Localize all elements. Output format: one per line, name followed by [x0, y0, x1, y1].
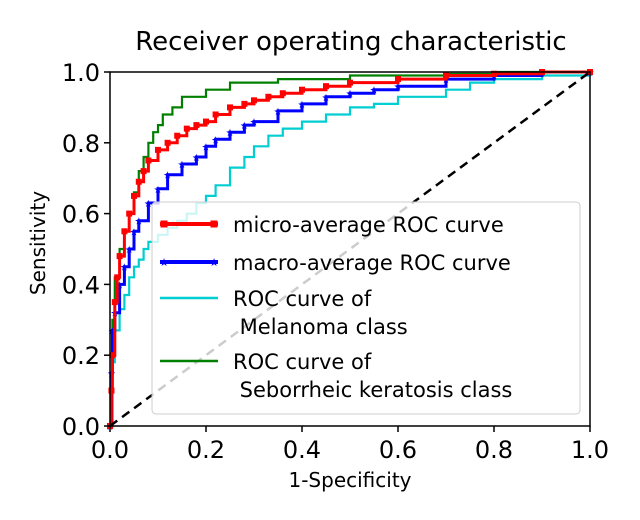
data-point: ★	[240, 121, 249, 132]
y-axis: 0.0 0.2 0.4 0.6 0.8 1.0	[62, 59, 110, 441]
series-line-macro-average-roc-curve	[109, 70, 590, 428]
data-point: ★	[322, 93, 331, 104]
legend: micro-average ROC curve ★ ★ macro-average R…	[151, 201, 581, 415]
data-point	[299, 86, 305, 93]
y-tick-label: 0.6	[62, 201, 100, 229]
legend-marker: ★	[209, 256, 219, 269]
data-point	[164, 139, 171, 146]
x-tick-label: 1.0	[571, 436, 609, 464]
data-point	[443, 72, 449, 79]
data-point	[131, 192, 137, 199]
series-line-chance	[109, 70, 591, 428]
data-point	[145, 157, 152, 164]
data-point	[212, 111, 219, 118]
data-point	[203, 118, 209, 125]
legend-box	[151, 201, 581, 415]
data-point	[251, 97, 257, 104]
data-point	[135, 178, 142, 185]
data-point	[193, 122, 200, 129]
data-point: ★	[394, 82, 403, 93]
data-point: ★	[120, 263, 129, 274]
data-point: ★	[125, 245, 134, 256]
data-point	[183, 125, 190, 132]
data-point	[347, 79, 353, 86]
x-axis: 0.0 0.2 0.4 0.6 0.8 1.0	[91, 426, 609, 464]
data-point: ★	[490, 72, 499, 83]
data-point: ★	[163, 171, 172, 182]
data-point	[395, 76, 401, 83]
x-tick-label: 0.4	[283, 436, 321, 464]
data-point: ★	[250, 118, 259, 129]
data-point: ★	[226, 128, 235, 139]
chart-title: Receiver operating characteristic	[135, 27, 566, 57]
y-axis-label: Sensitivity	[26, 191, 50, 295]
data-point	[108, 387, 115, 394]
data-point	[126, 210, 133, 217]
x-tick-label: 0.2	[187, 436, 225, 464]
data-point: ★	[298, 100, 307, 111]
data-point: ★	[211, 135, 220, 146]
data-point: ★	[370, 86, 379, 97]
y-tick-label: 0.4	[62, 271, 100, 299]
y-tick-label: 0.2	[62, 342, 100, 370]
data-point	[114, 274, 121, 281]
data-point	[227, 104, 233, 111]
plot-frame	[109, 71, 591, 427]
legend-marker: ★	[159, 256, 169, 269]
legend-label: micro-average ROC curve	[233, 213, 504, 237]
y-tick-label: 1.0	[62, 59, 100, 87]
data-point: ★	[130, 227, 139, 238]
data-point	[241, 100, 248, 107]
data-point: ★	[108, 326, 117, 337]
data-point: ★	[115, 280, 124, 291]
legend-label: macro-average ROC curve	[233, 251, 511, 275]
legend-entry-macro-average-roc-curve: ★ ★ macro-average ROC curve	[159, 251, 511, 275]
legend-marker	[210, 220, 218, 228]
data-point	[155, 146, 161, 153]
data-point	[323, 83, 329, 90]
series-line-roc-curve-of-melanoma-class	[110, 72, 592, 428]
data-point: ★	[134, 217, 143, 228]
data-point	[491, 70, 497, 77]
data-point: ★	[178, 160, 187, 171]
legend-label: Seborrheic keratosis class	[233, 378, 512, 402]
data-point	[140, 168, 147, 175]
data-point	[279, 90, 286, 97]
data-point: ★	[144, 199, 153, 210]
legend-marker	[160, 220, 168, 228]
data-point: ★	[274, 107, 283, 118]
data-point: ★	[154, 185, 163, 196]
data-point	[121, 228, 128, 235]
x-tick-label: 0.8	[475, 436, 513, 464]
data-point	[111, 299, 118, 306]
y-tick-label: 0.8	[62, 130, 100, 158]
legend-entry-roc-curve-of-melanoma-class: ROC curve of Melanoma class	[160, 287, 408, 339]
data-point: ★	[202, 142, 211, 153]
data-point	[265, 93, 272, 100]
legend-entry-micro-average-roc-curve: micro-average ROC curve	[160, 213, 504, 237]
x-tick-label: 0.0	[91, 436, 129, 464]
x-tick-label: 0.6	[379, 436, 417, 464]
data-point	[116, 253, 123, 260]
legend-label: ROC curve of	[233, 287, 372, 311]
data-point	[174, 132, 181, 139]
x-axis-label: 1-Specificity	[288, 468, 411, 492]
data-point	[109, 352, 116, 359]
legend-label: ROC curve of	[233, 350, 372, 374]
legend-label: Melanoma class	[233, 315, 408, 339]
data-point: ★	[346, 89, 355, 100]
legend-entry-roc-curve-of-seborrheic-keratosis-class: ROC curve of Seborrheic keratosis class	[160, 350, 512, 402]
data-point: ★	[192, 153, 201, 164]
y-tick-label: 0.0	[62, 413, 100, 441]
